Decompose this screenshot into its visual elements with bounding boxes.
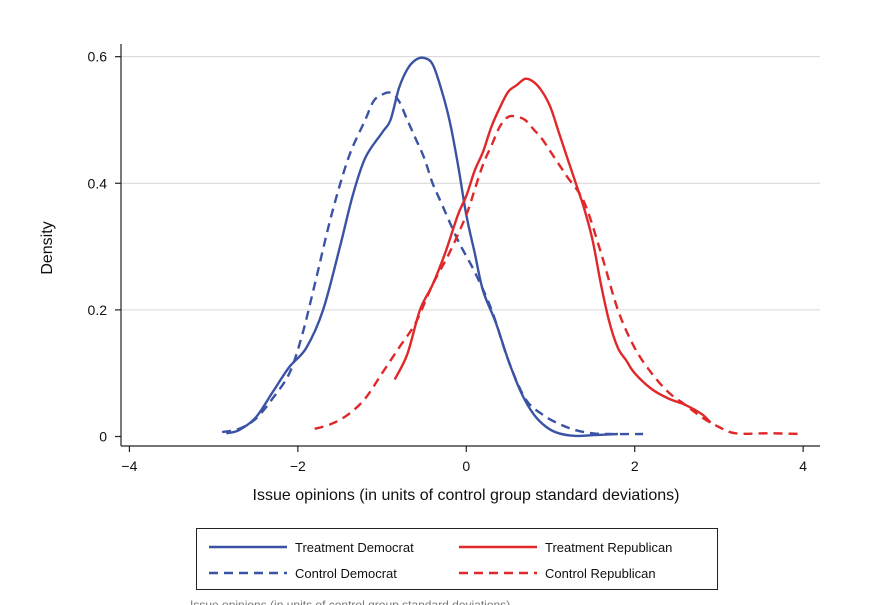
legend-label: Treatment Democrat (295, 539, 414, 555)
y-tick-label: 0.6 (88, 49, 108, 65)
series-line-treatment-republican (393, 77, 712, 424)
legend-label: Control Republican (545, 565, 656, 581)
y-tick-label: 0.2 (88, 302, 108, 318)
y-tick-label: 0 (99, 429, 107, 445)
y-ticks: 0 0.2 0.4 0.6 (88, 49, 121, 445)
legend-item-control-republican: Control Republican (459, 563, 656, 583)
series-line-control-democrat (221, 91, 644, 436)
density-chart: 0 0.2 0.4 0.6 −4 −2 0 2 4 Density Issue opinion… (39, 44, 820, 504)
axes (120, 44, 820, 447)
legend-item-control-democrat: Control Democrat (209, 563, 397, 583)
y-tick-label: 0.4 (88, 175, 108, 191)
series-line-treatment-democrat (226, 56, 618, 438)
x-axis-label: Issue opinions (in units of control grou… (253, 487, 680, 504)
x-tick-label: −2 (290, 458, 306, 474)
x-ticks: −4 −2 0 2 4 (121, 446, 807, 474)
series-lines (221, 56, 804, 438)
legend: Treatment Democrat Treatment Republican … (196, 528, 718, 590)
y-axis-label: Density (39, 221, 56, 274)
legend-item-treatment-democrat: Treatment Democrat (209, 537, 414, 557)
legend-item-treatment-republican: Treatment Republican (459, 537, 672, 557)
x-tick-label: 4 (799, 458, 807, 474)
legend-swatch-dashed-red (459, 571, 537, 575)
x-tick-label: −4 (121, 458, 137, 474)
cropped-footnote: Issue opinions (in units of control grou… (190, 598, 511, 605)
x-tick-label: 0 (462, 458, 470, 474)
legend-label: Control Democrat (295, 565, 397, 581)
legend-swatch-solid-red (459, 545, 537, 549)
legend-label: Treatment Republican (545, 539, 673, 555)
series-line-control-republican (314, 114, 804, 436)
x-tick-label: 2 (631, 458, 639, 474)
legend-swatch-solid-blue (209, 545, 287, 549)
legend-swatch-dashed-blue (209, 571, 287, 575)
